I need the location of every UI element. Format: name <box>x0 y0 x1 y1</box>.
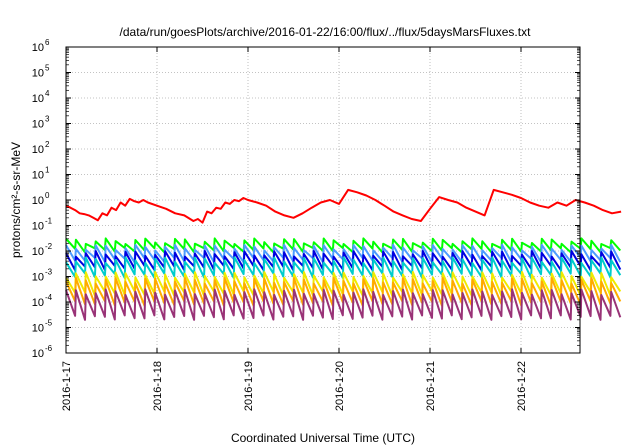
y-tick-exponent: -6 <box>45 344 53 353</box>
y-tick-exponent: -4 <box>45 293 53 302</box>
series-line <box>65 256 622 279</box>
y-tick-exponent: -1 <box>45 217 53 226</box>
y-tick-label: 10 <box>32 42 44 54</box>
y-tick-exponent: 1 <box>45 166 50 175</box>
y-tick-base: 10 <box>32 93 44 105</box>
y-tick-base: 10 <box>32 246 44 258</box>
x-tick-label: 2016-1-22 <box>516 361 528 411</box>
y-tick-exponent: 5 <box>45 64 50 73</box>
series-line <box>65 237 622 254</box>
y-tick-exponent: 2 <box>45 140 50 149</box>
y-tick-label: 10 <box>32 272 44 284</box>
x-tick-label: 2016-1-20 <box>334 361 346 411</box>
data-series <box>65 188 622 321</box>
y-tick-label: 10 <box>32 68 44 80</box>
y-tick-base: 10 <box>32 119 44 131</box>
y-tick-base: 10 <box>32 195 44 207</box>
x-axis-label: Coordinated Universal Time (UTC) <box>231 431 415 445</box>
y-tick-base: 10 <box>32 144 44 156</box>
y-tick-label: 10 <box>32 348 44 360</box>
y-tick-base: 10 <box>32 221 44 233</box>
y-tick-base: 10 <box>32 68 44 80</box>
y-tick-label: 10 <box>32 144 44 156</box>
chart-title: /data/run/goesPlots/archive/2016-01-22/1… <box>120 25 532 39</box>
y-tick-base: 10 <box>32 272 44 284</box>
x-axis-ticks: 2016-1-17 2016-1-18 2016-1-19 2016-1-20 2016… <box>61 47 528 411</box>
x-tick-label: 2016-1-21 <box>425 361 437 411</box>
y-tick-base: 10 <box>32 170 44 182</box>
y-tick-exponent: -5 <box>45 319 53 328</box>
y-tick-label: 10 <box>32 195 44 207</box>
x-tick-label: 2016-1-19 <box>243 361 255 411</box>
x-tick-label: 2016-1-18 <box>152 361 164 411</box>
y-tick-exponent: -3 <box>45 268 53 277</box>
y-tick-label: 10 <box>32 170 44 182</box>
y-tick-exponent: 6 <box>45 38 50 47</box>
y-tick-label: 10 <box>32 93 44 105</box>
y-tick-exponent: 4 <box>45 89 50 98</box>
series-line <box>65 188 622 224</box>
y-tick-base: 10 <box>32 297 44 309</box>
y-tick-exponent: 0 <box>45 191 50 200</box>
y-tick-base: 10 <box>32 348 44 360</box>
series-line <box>65 277 622 307</box>
y-tick-exponent: 3 <box>45 115 50 124</box>
y-tick-base: 10 <box>32 323 44 335</box>
x-tick-label: 2016-1-17 <box>61 361 73 411</box>
y-tick-label: 10 <box>32 323 44 335</box>
y-tick-label: 10 <box>32 221 44 233</box>
y-tick-base: 10 <box>32 42 44 54</box>
series-line <box>65 288 622 321</box>
y-axis-label: protons/cm²-s-sr-MeV <box>9 142 23 258</box>
y-tick-label: 10 <box>32 297 44 309</box>
y-tick-label: 10 <box>32 246 44 258</box>
y-tick-label: 10 <box>32 119 44 131</box>
y-tick-exponent: -2 <box>45 242 53 251</box>
